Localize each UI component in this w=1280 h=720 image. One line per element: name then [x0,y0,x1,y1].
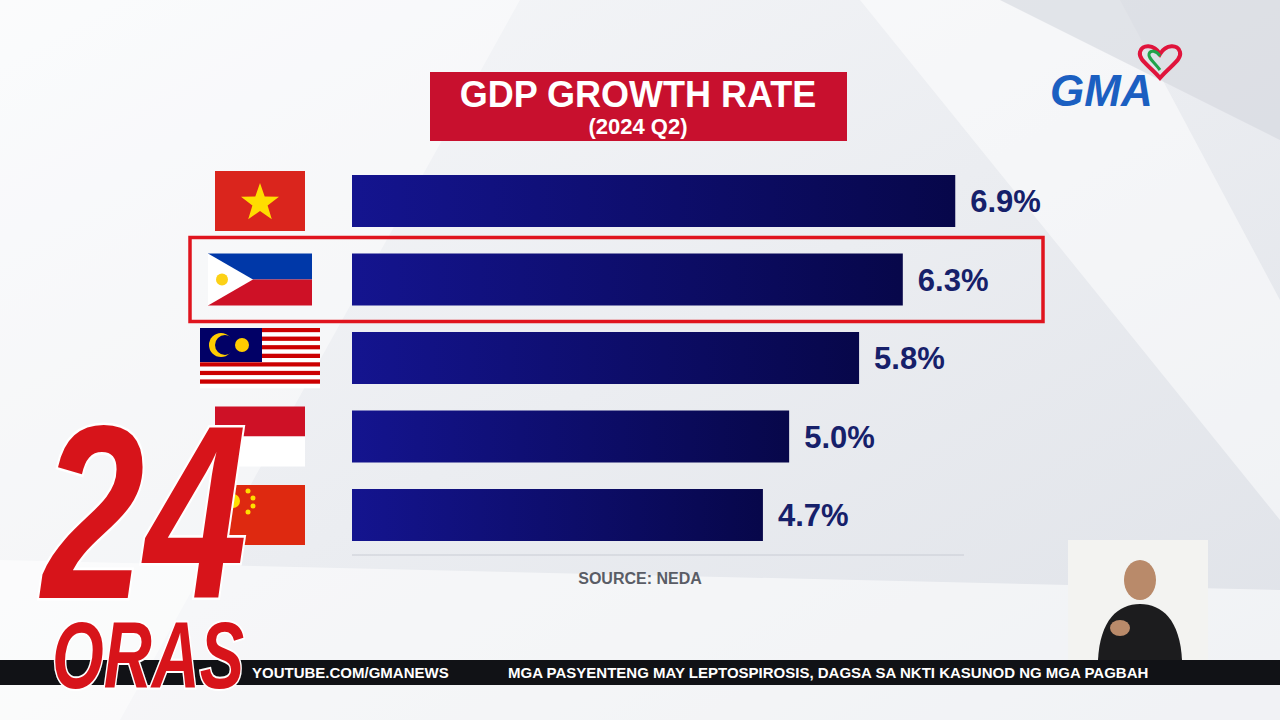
bar [352,175,955,227]
flag-triangle [208,254,253,306]
flag-sun [216,274,228,286]
bar [352,332,859,384]
flag-crescent-cut [215,335,235,355]
inset-hand [1110,620,1130,636]
title-box [430,72,847,141]
title: GDP GROWTH RATE [460,74,817,115]
ticker-text: YOUTUBE.COM/GMANEWS [252,664,449,681]
highlight-box [190,238,1043,322]
data-label: 6.9% [970,184,1041,219]
data-label: 6.3% [918,263,989,298]
bar [352,489,763,541]
gma-logo: GMA [1050,46,1180,115]
program-name: ORAS [52,603,244,708]
bars [352,175,955,541]
stage: GDP GROWTH RATE(2024 Q2) 6.9% 6.3% 5.8% 5.0%… [0,0,1280,720]
background [0,0,1280,720]
inset-body [1098,604,1182,660]
flag-stripe [200,362,320,367]
program-logo: 24ORAS [39,375,247,708]
data-label: 5.8% [874,341,945,376]
axis-line [352,555,964,556]
source: SOURCE: NEDA [578,570,702,587]
inset-head [1124,560,1156,600]
data-label: 5.0% [804,420,875,455]
flag-star [235,338,249,352]
data-label: 4.7% [778,498,849,533]
bar [352,411,789,463]
ticker-text: MGA PASYENTENG MAY LEPTOSPIROSIS, DAGSA … [508,664,1148,681]
flag-field [215,171,305,231]
logo-heart-inner [1149,51,1160,70]
interpreter-inset [1068,540,1208,660]
flag-stripe [200,367,320,372]
subtitle: (2024 Q2) [588,114,687,139]
title-group: GDP GROWTH RATE(2024 Q2) [430,72,847,141]
flag-canton [200,328,262,362]
inset-frame [1068,540,1208,660]
bg-slab [1000,0,1280,140]
flag-star [251,496,256,501]
bg-slab [860,0,1280,520]
logo-heart [1140,46,1180,78]
flag-star [251,504,256,509]
flag-star [241,183,279,219]
bar [352,254,903,306]
logo-text: GMA [1050,66,1153,115]
